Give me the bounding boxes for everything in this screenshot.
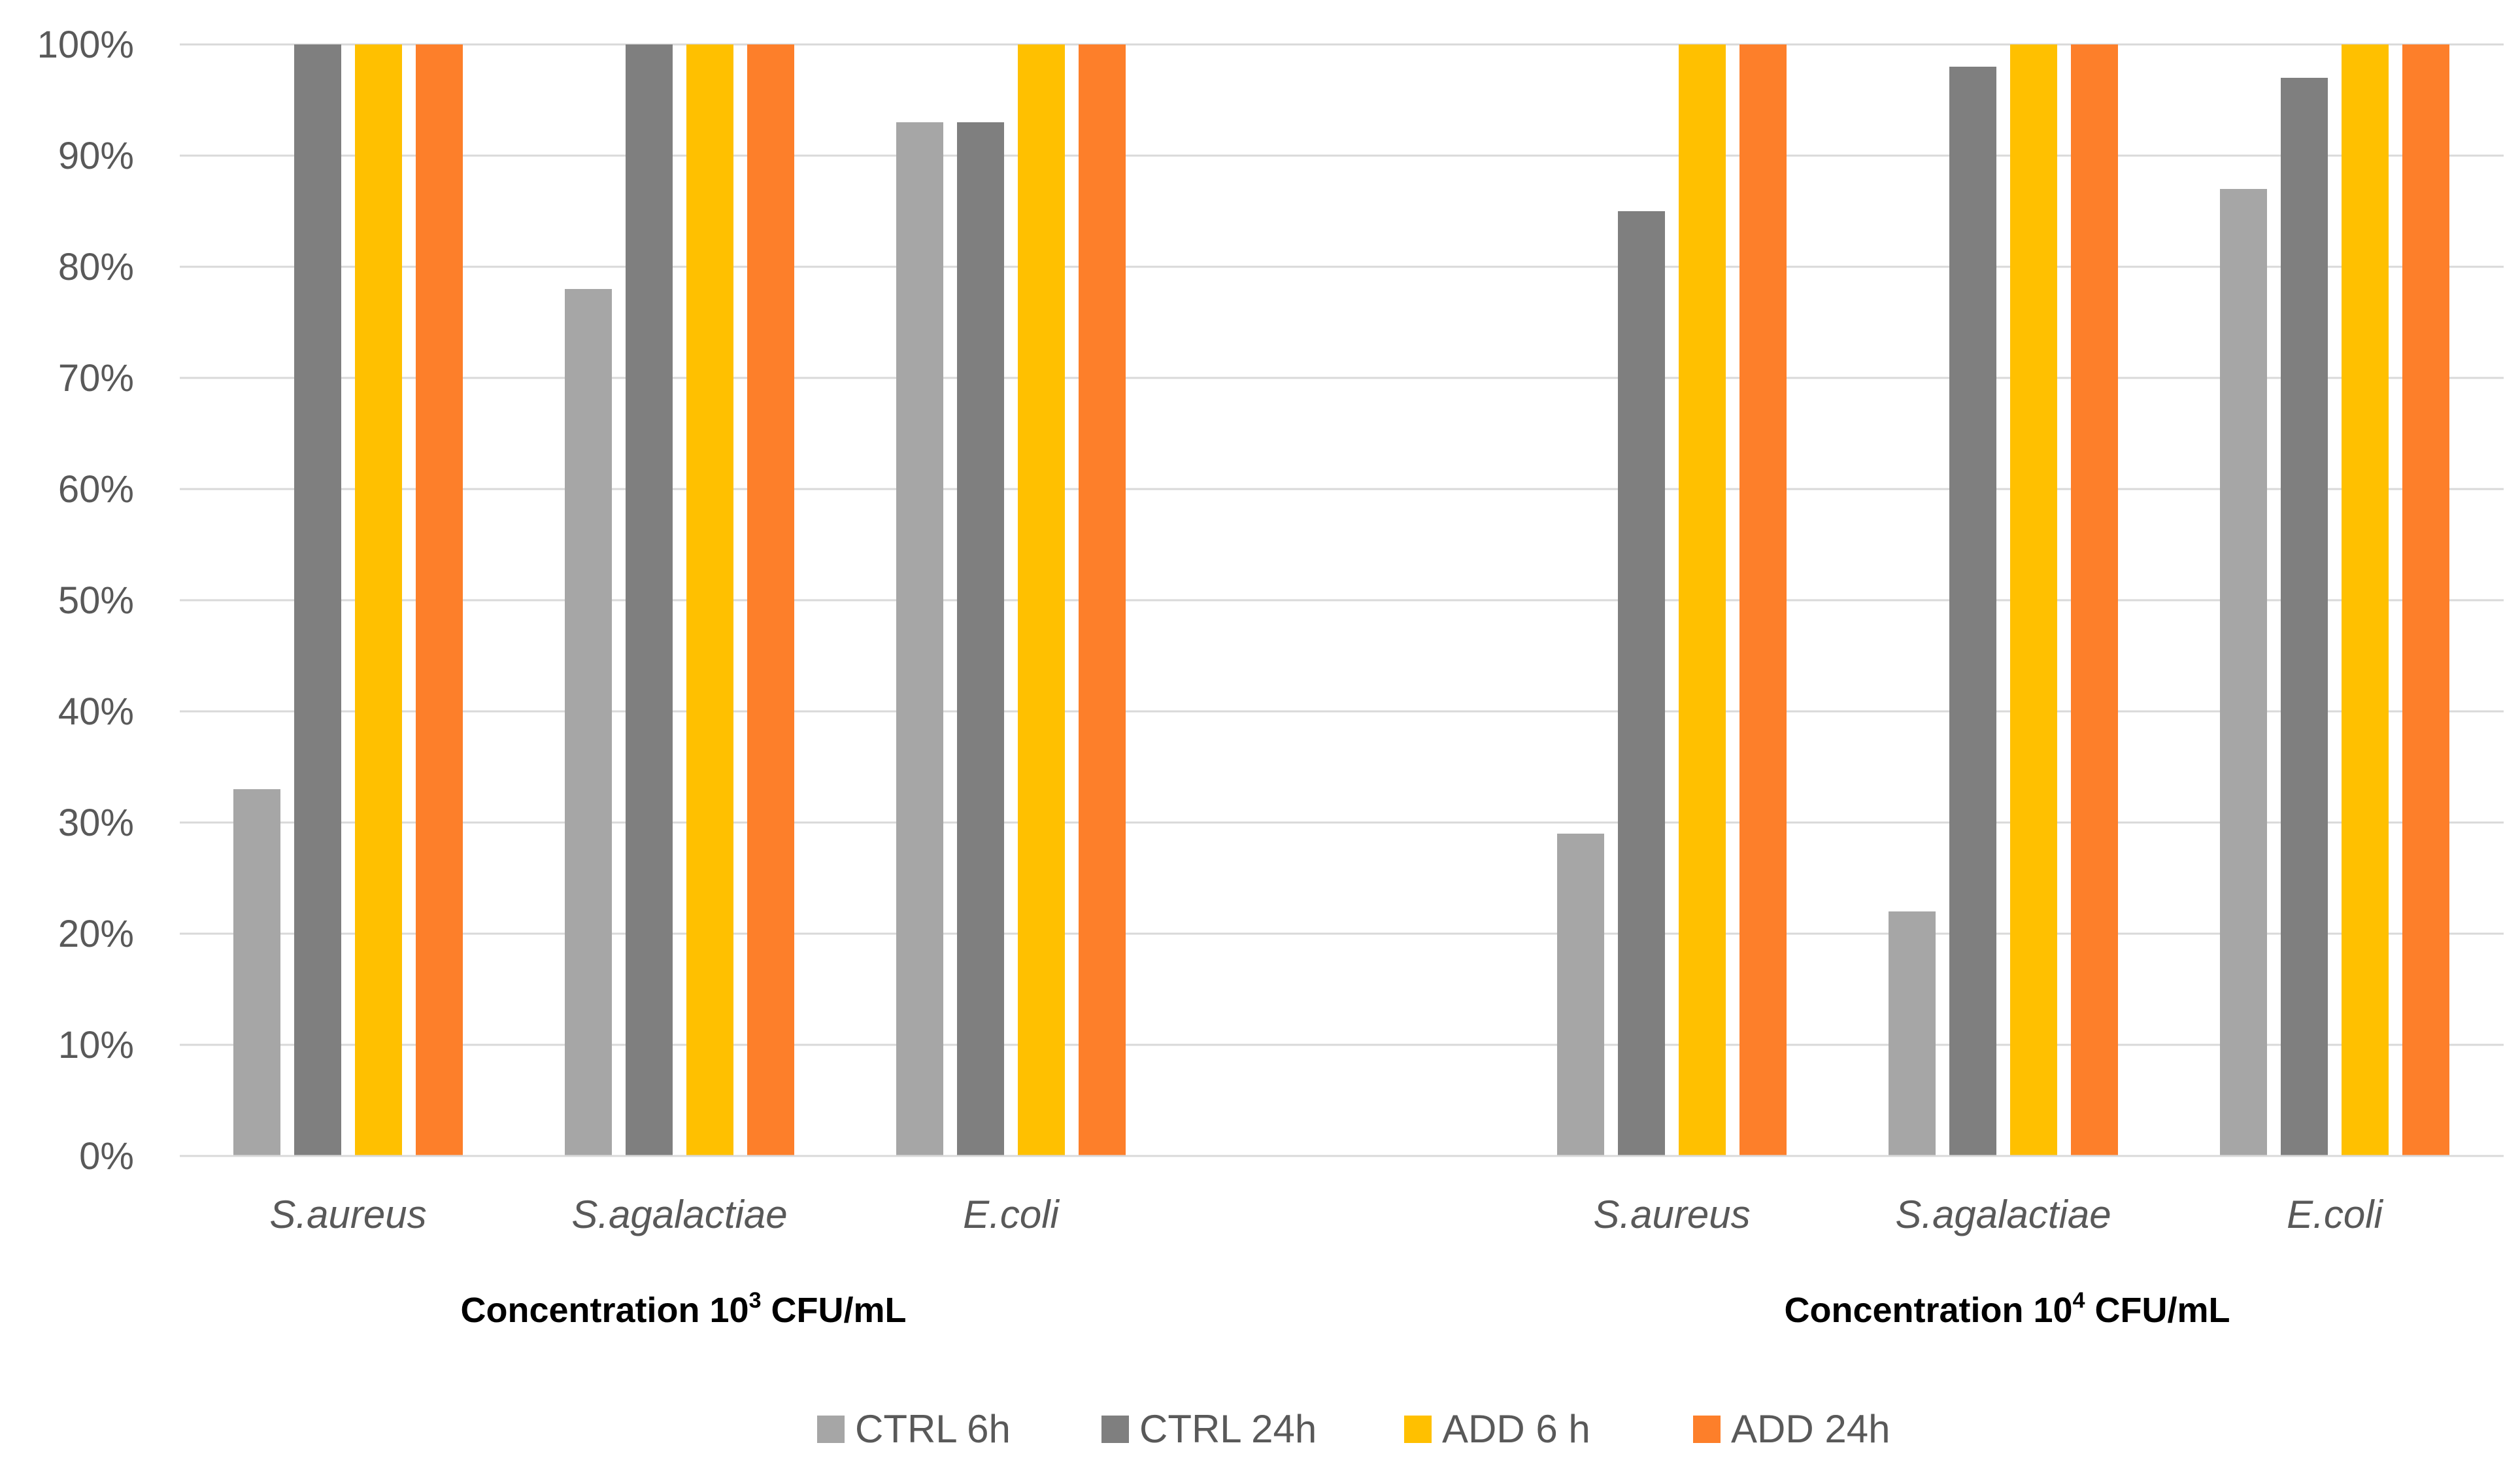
category-label: E.coli	[963, 1193, 1060, 1236]
bar	[1949, 67, 1996, 1156]
bars	[233, 44, 2449, 1156]
legend: CTRL 6h CTRL 24h ADD 6 h ADD 24h	[817, 1407, 1890, 1451]
y-tick-label: 0%	[79, 1135, 134, 1178]
y-axis-ticks: 0% 10% 20% 30% 40% 50% 60% 70% 80% 90% 100%	[37, 24, 134, 1178]
bar	[686, 44, 733, 1156]
group-label: Concentration 103 CFU/mL	[461, 1288, 907, 1330]
category-label: S.agalactiae	[571, 1193, 787, 1236]
bar	[2402, 44, 2449, 1156]
bar	[1679, 44, 1726, 1156]
bar	[747, 44, 794, 1156]
bar	[565, 289, 612, 1156]
y-tick-label: 60%	[58, 468, 134, 511]
bar	[2220, 189, 2267, 1156]
bar	[355, 44, 402, 1156]
bar	[896, 122, 943, 1156]
y-tick-label: 80%	[58, 246, 134, 288]
bar	[1079, 44, 1126, 1156]
bar	[2010, 44, 2057, 1156]
category-labels: S.aureus S.agalactiae E.coli S.aureus S.agal…	[269, 1193, 2383, 1236]
bar	[957, 122, 1004, 1156]
bar	[2281, 78, 2328, 1156]
category-label: S.agalactiae	[1895, 1193, 2111, 1236]
y-tick-label: 20%	[58, 913, 134, 955]
bar	[1557, 834, 1604, 1156]
legend-swatch	[1101, 1416, 1129, 1443]
bar	[1018, 44, 1065, 1156]
bar	[2342, 44, 2389, 1156]
category-label: S.aureus	[1593, 1193, 1750, 1236]
legend-swatch	[1404, 1416, 1432, 1443]
y-tick-label: 30%	[58, 802, 134, 844]
bar	[1618, 211, 1665, 1156]
gridlines	[180, 43, 2504, 1046]
y-tick-label: 40%	[58, 690, 134, 733]
legend-label: CTRL 24h	[1139, 1407, 1317, 1451]
bar	[416, 44, 463, 1156]
bar	[2071, 44, 2118, 1156]
y-tick-label: 50%	[58, 579, 134, 622]
legend-label: ADD 6 h	[1442, 1407, 1590, 1451]
legend-swatch	[817, 1416, 845, 1443]
group-label: Concentration 104 CFU/mL	[1785, 1288, 2230, 1330]
bar	[1889, 911, 1936, 1156]
category-label: E.coli	[2287, 1193, 2383, 1236]
category-label: S.aureus	[269, 1193, 426, 1236]
bar	[1739, 44, 1787, 1156]
legend-swatch	[1693, 1416, 1721, 1443]
bar	[626, 44, 673, 1156]
y-tick-label: 100%	[37, 24, 134, 66]
legend-label: CTRL 6h	[855, 1407, 1011, 1451]
bar	[233, 789, 280, 1156]
y-tick-label: 90%	[58, 135, 134, 177]
y-tick-label: 10%	[58, 1024, 134, 1066]
group-labels: Concentration 103 CFU/mL Concentration 10…	[461, 1288, 2230, 1330]
y-tick-label: 70%	[58, 357, 134, 399]
legend-label: ADD 24h	[1731, 1407, 1890, 1451]
bar	[294, 44, 341, 1156]
